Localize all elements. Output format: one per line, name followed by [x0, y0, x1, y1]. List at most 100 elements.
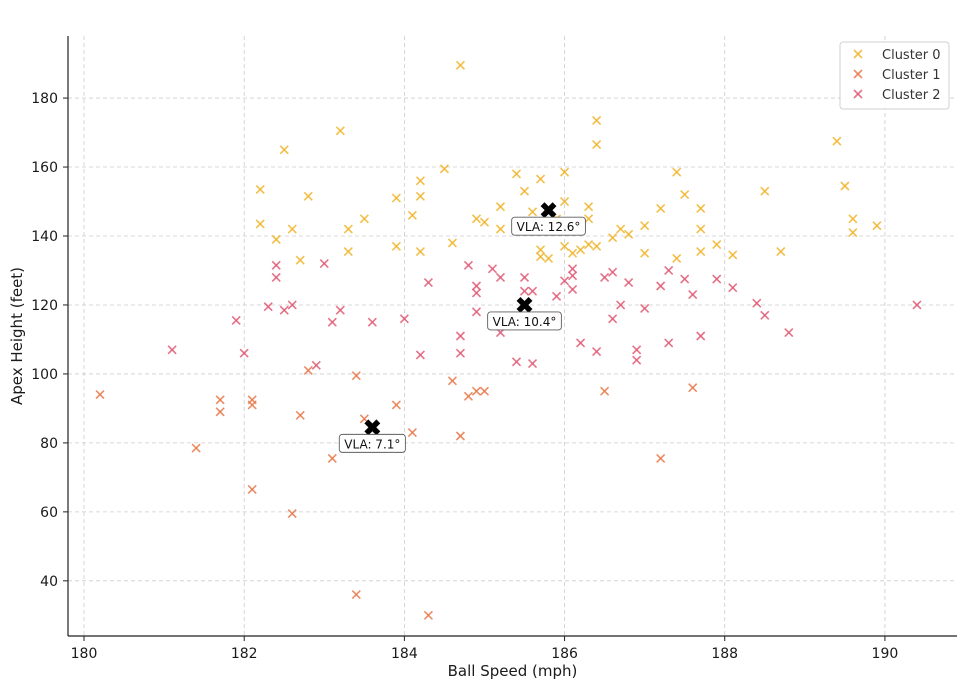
marker-stroke: [479, 217, 490, 227]
data-point: [664, 265, 674, 276]
data-point: [367, 317, 377, 327]
data-point: [263, 302, 273, 312]
data-point: [519, 186, 530, 196]
marker-stroke: [696, 203, 706, 213]
data-point: [271, 234, 281, 245]
data-point: [592, 140, 602, 150]
marker-stroke: [527, 359, 538, 369]
marker-stroke: [568, 264, 578, 274]
data-point: [287, 224, 297, 234]
data-point: [728, 283, 738, 293]
data-point: [672, 167, 682, 177]
marker-stroke: [840, 181, 850, 191]
marker-stroke: [776, 246, 786, 257]
data-point: [423, 277, 433, 288]
grid-lines: [68, 36, 957, 636]
marker-stroke: [511, 169, 522, 179]
marker-stroke: [853, 49, 863, 59]
data-point: [640, 303, 650, 313]
marker-stroke: [215, 395, 225, 405]
marker-stroke: [343, 246, 353, 257]
data-point: [407, 210, 417, 220]
data-point: [471, 386, 482, 396]
data-point: [495, 272, 506, 282]
data-point: [840, 181, 850, 191]
marker-stroke: [640, 303, 650, 313]
axes: [63, 36, 957, 641]
marker-stroke: [760, 186, 770, 196]
annotation-box: [487, 311, 562, 331]
marker-stroke: [696, 246, 706, 257]
data-point: [495, 224, 506, 234]
data-point: [319, 259, 329, 269]
data-point: [455, 60, 466, 70]
series-0: [255, 60, 882, 265]
marker-stroke: [399, 314, 409, 324]
x-tick-label: 184: [391, 646, 418, 662]
marker-stroke: [656, 203, 666, 213]
data-point: [584, 214, 594, 224]
data-point: [848, 227, 858, 238]
centroid-stroke: [516, 297, 533, 313]
data-point: [527, 359, 538, 369]
marker-stroke: [455, 331, 466, 341]
data-point: [656, 203, 666, 213]
data-point: [527, 286, 538, 296]
data-point: [191, 443, 201, 453]
y-tick-label: 100: [31, 367, 58, 383]
y-tick-label: 80: [40, 436, 58, 452]
data-point: [279, 145, 289, 155]
marker-stroke: [471, 288, 482, 298]
data-point: [239, 348, 249, 358]
data-point: [303, 365, 313, 376]
marker-stroke: [407, 427, 417, 438]
data-points: [95, 60, 922, 620]
marker-stroke: [559, 167, 570, 177]
data-point: [287, 509, 297, 519]
data-point: [688, 383, 698, 393]
data-point: [519, 286, 530, 296]
data-point: [584, 202, 594, 212]
data-point: [656, 453, 666, 463]
marker-stroke: [511, 357, 522, 367]
data-point: [407, 427, 417, 438]
marker-stroke: [696, 224, 706, 234]
marker-stroke: [576, 245, 586, 255]
marker-stroke: [495, 202, 506, 212]
centroid-annotation: VLA: 12.6°: [511, 216, 586, 236]
data-point: [527, 207, 538, 217]
data-point: [511, 169, 522, 179]
centroid-markers: VLA: 12.6° VLA: 10.4° VLA: 7.1°: [338, 202, 586, 453]
marker-stroke: [359, 214, 369, 224]
data-point: [656, 281, 666, 291]
marker-stroke: [600, 272, 610, 282]
marker-stroke: [551, 291, 562, 301]
data-point: [423, 610, 433, 620]
y-tick-label: 180: [31, 91, 58, 107]
data-point: [215, 395, 225, 405]
marker-stroke: [247, 395, 257, 405]
marker-stroke: [600, 386, 610, 396]
data-point: [728, 250, 738, 260]
marker-stroke: [447, 238, 457, 248]
centroid: [540, 202, 557, 219]
marker-stroke: [423, 277, 433, 288]
data-point: [351, 590, 361, 600]
data-point: [832, 136, 842, 146]
centroid-annotation: VLA: 7.1°: [338, 433, 406, 453]
y-tick-label: 60: [40, 505, 58, 521]
marker-stroke: [752, 298, 762, 308]
data-point: [519, 272, 530, 282]
data-point: [327, 453, 337, 463]
x-tick-label: 188: [711, 646, 738, 662]
marker-stroke: [287, 224, 297, 234]
data-point: [287, 300, 297, 310]
marker-stroke: [848, 214, 858, 224]
data-point: [327, 317, 337, 327]
data-point: [632, 345, 642, 355]
legend-label: Cluster 2: [882, 88, 941, 103]
data-point: [479, 386, 490, 396]
data-point: [568, 271, 578, 281]
legend-marker: [853, 89, 863, 99]
